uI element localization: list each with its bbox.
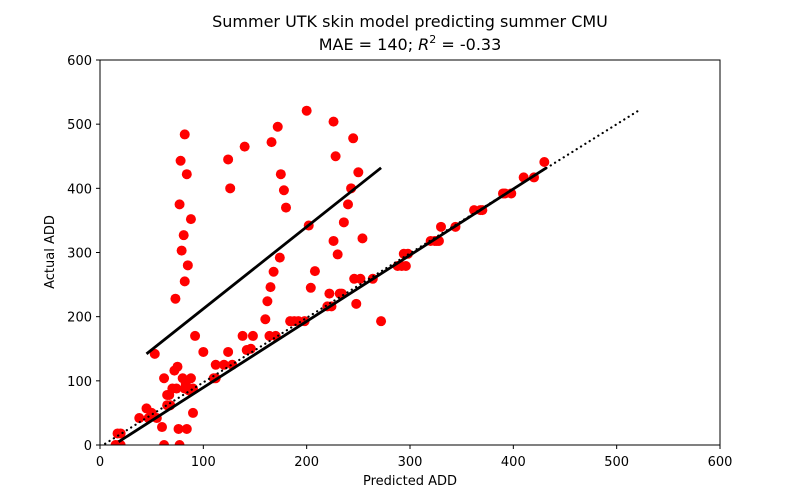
data-point bbox=[237, 330, 248, 341]
data-point bbox=[181, 169, 192, 180]
data-point bbox=[348, 133, 359, 144]
data-point bbox=[436, 221, 446, 232]
data-point bbox=[239, 141, 250, 152]
data-point bbox=[539, 157, 550, 168]
y-tick-label: 600 bbox=[67, 54, 92, 69]
data-point bbox=[115, 440, 126, 445]
regression-line bbox=[145, 166, 382, 355]
chart-title-line1: Summer UTK skin model predicting summer … bbox=[212, 12, 608, 31]
y-tick-label: 0 bbox=[84, 439, 92, 454]
data-point bbox=[268, 266, 279, 277]
trend-lines bbox=[104, 108, 641, 445]
data-point bbox=[176, 245, 187, 256]
data-point bbox=[170, 293, 181, 304]
data-point bbox=[328, 235, 339, 246]
identity-line bbox=[104, 108, 641, 445]
data-point bbox=[223, 346, 234, 357]
data-point bbox=[343, 199, 353, 210]
data-point bbox=[245, 343, 256, 354]
x-axis-label: Predicted ADD bbox=[363, 474, 457, 489]
y-tick-label: 400 bbox=[67, 182, 92, 197]
data-point bbox=[266, 137, 277, 148]
data-point bbox=[175, 155, 186, 166]
data-point bbox=[353, 167, 364, 178]
chart-title-r-exponent: 2 bbox=[429, 33, 436, 46]
data-point bbox=[179, 129, 190, 140]
data-point bbox=[225, 183, 236, 194]
data-points bbox=[110, 105, 550, 445]
data-point bbox=[265, 282, 276, 293]
x-tick-label: 500 bbox=[604, 455, 629, 470]
y-tick-label: 300 bbox=[67, 247, 92, 262]
data-point bbox=[305, 282, 316, 293]
data-point bbox=[275, 169, 286, 180]
x-tick-label: 600 bbox=[708, 455, 733, 470]
plot-frame bbox=[99, 59, 721, 446]
chart-title-mae: MAE = 140; bbox=[319, 35, 418, 54]
data-point bbox=[181, 423, 192, 434]
x-tick-label: 100 bbox=[191, 455, 216, 470]
data-point bbox=[185, 373, 196, 384]
data-point bbox=[178, 230, 189, 241]
y-tick-label: 200 bbox=[67, 311, 92, 326]
data-point bbox=[210, 359, 221, 370]
y-axis-label: Actual ADD bbox=[43, 215, 58, 289]
data-point bbox=[351, 298, 362, 309]
y-tick-label: 100 bbox=[67, 375, 92, 390]
data-point bbox=[198, 346, 209, 357]
data-point bbox=[330, 151, 341, 162]
y-tick-label: 500 bbox=[67, 118, 92, 133]
data-point bbox=[172, 361, 183, 372]
chart-title-r-symbol: R bbox=[418, 35, 429, 54]
data-point bbox=[262, 296, 273, 307]
data-point bbox=[274, 252, 285, 263]
data-point bbox=[179, 276, 190, 287]
plot-area bbox=[104, 105, 641, 445]
regression-line bbox=[117, 166, 548, 443]
data-point bbox=[134, 413, 145, 424]
data-point bbox=[281, 202, 291, 213]
x-tick-label: 0 bbox=[96, 455, 104, 470]
data-point bbox=[301, 105, 312, 116]
data-point bbox=[278, 185, 289, 196]
data-point bbox=[324, 288, 335, 299]
chart-title-line2: MAE = 140; R2 = -0.33 bbox=[319, 33, 502, 54]
data-point bbox=[159, 373, 170, 384]
data-point bbox=[188, 407, 198, 418]
data-point bbox=[185, 214, 196, 225]
data-point bbox=[357, 233, 368, 244]
data-point bbox=[338, 217, 349, 228]
data-point bbox=[309, 266, 320, 277]
data-point bbox=[149, 348, 160, 359]
data-point bbox=[174, 199, 185, 210]
data-point bbox=[272, 121, 283, 132]
data-point bbox=[190, 330, 201, 341]
data-point bbox=[173, 423, 184, 434]
data-point bbox=[355, 273, 366, 284]
chart-title-r-value: = -0.33 bbox=[436, 35, 501, 54]
axis-ticks: 0 100 200 300 400 500 600 0 100 200 300 400 500 600 bbox=[67, 54, 732, 470]
data-point bbox=[182, 260, 193, 271]
data-point bbox=[328, 116, 339, 127]
data-point bbox=[332, 249, 343, 260]
x-tick-label: 400 bbox=[501, 455, 526, 470]
data-point bbox=[171, 383, 182, 394]
data-point bbox=[223, 154, 234, 165]
x-tick-label: 200 bbox=[294, 455, 319, 470]
data-point bbox=[174, 440, 185, 445]
x-tick-label: 300 bbox=[398, 455, 423, 470]
data-point bbox=[247, 330, 258, 341]
data-point bbox=[260, 314, 271, 325]
data-point bbox=[159, 440, 170, 445]
data-point bbox=[400, 260, 411, 271]
data-point bbox=[157, 422, 167, 433]
data-point bbox=[376, 316, 387, 327]
